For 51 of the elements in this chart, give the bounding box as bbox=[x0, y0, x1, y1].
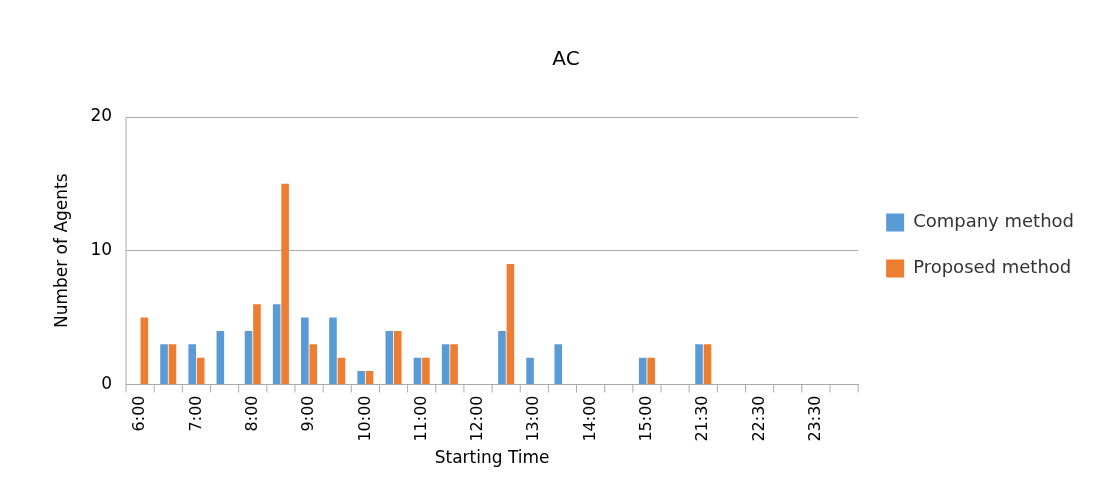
bar bbox=[309, 344, 318, 384]
y-tick-label: 10 bbox=[90, 239, 113, 260]
x-tick-label: 7:00 bbox=[185, 395, 205, 432]
bar bbox=[695, 344, 703, 384]
x-tick-label: 13:00 bbox=[523, 395, 543, 442]
bar bbox=[450, 344, 458, 384]
bar bbox=[337, 357, 346, 384]
bar bbox=[168, 344, 177, 384]
bar bbox=[365, 371, 374, 384]
bar bbox=[196, 357, 205, 384]
bar bbox=[253, 304, 261, 384]
x-tick-label: 14:00 bbox=[579, 395, 599, 442]
x-tick-label: 22:30 bbox=[748, 395, 768, 442]
bar bbox=[413, 357, 422, 384]
bar bbox=[638, 357, 647, 384]
bar bbox=[301, 317, 309, 384]
x-tick-label: 8:00 bbox=[241, 395, 261, 432]
y-tick-label: 20 bbox=[90, 105, 113, 126]
x-tick-label: 23:30 bbox=[805, 395, 825, 442]
bar bbox=[281, 183, 289, 384]
bar bbox=[160, 344, 168, 384]
bar bbox=[357, 371, 365, 384]
bar bbox=[526, 357, 534, 384]
x-axis-title: Starting Time bbox=[434, 447, 550, 468]
bar bbox=[506, 264, 515, 384]
bar bbox=[393, 330, 402, 384]
bar bbox=[140, 317, 149, 384]
bar bbox=[385, 330, 394, 384]
x-tick-label: 9:00 bbox=[298, 395, 318, 432]
bar bbox=[188, 344, 196, 384]
bar bbox=[422, 357, 430, 384]
chart-title: AC bbox=[552, 46, 580, 71]
bar bbox=[554, 344, 563, 384]
x-tick-label: 12:00 bbox=[467, 395, 487, 442]
x-tick-label: 11:00 bbox=[410, 395, 430, 442]
y-axis-title: Number of Agents bbox=[50, 173, 71, 329]
y-tick-label: 0 bbox=[101, 372, 113, 393]
x-tick-label: 6:00 bbox=[129, 395, 149, 432]
x-tick-label: 10:00 bbox=[354, 395, 374, 442]
bar bbox=[647, 357, 655, 384]
bar bbox=[272, 304, 281, 384]
bar bbox=[329, 317, 337, 384]
bar bbox=[216, 330, 225, 384]
x-tick-label: 21:30 bbox=[692, 395, 712, 442]
legend-label: Company method bbox=[913, 210, 1075, 232]
bar bbox=[441, 344, 450, 384]
bar bbox=[498, 330, 506, 384]
x-tick-label: 15:00 bbox=[636, 395, 656, 442]
bar bbox=[703, 344, 712, 384]
bar bbox=[244, 330, 253, 384]
legend-label: Proposed method bbox=[913, 256, 1072, 278]
